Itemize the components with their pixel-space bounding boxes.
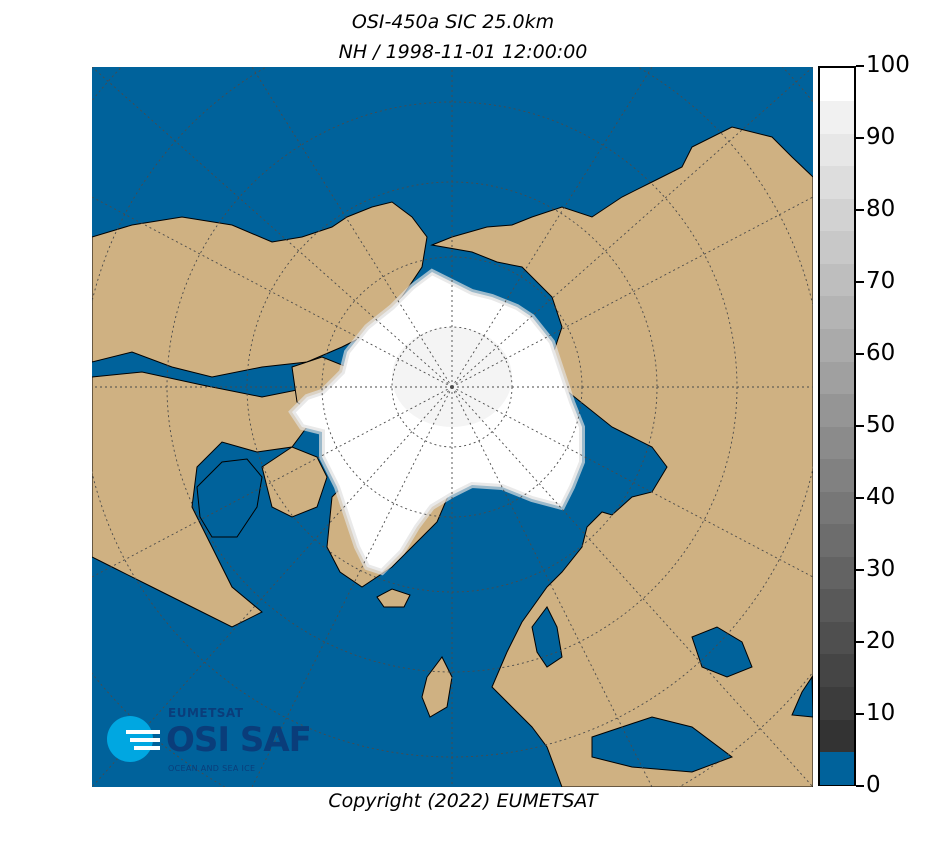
colorbar-tick-mark	[856, 353, 864, 355]
colorbar-tick-mark	[856, 713, 864, 715]
colorbar-tick-mark	[856, 569, 864, 571]
colorbar-segment	[820, 751, 854, 785]
water-hudson-bay	[196, 458, 263, 538]
colorbar-segment	[820, 491, 854, 525]
water-mediterranean	[591, 716, 734, 773]
colorbar-segment	[820, 328, 854, 362]
water-baltic	[531, 606, 563, 668]
colorbar-segment	[820, 100, 854, 134]
colorbar-segment	[820, 621, 854, 655]
colorbar-segment	[820, 165, 854, 199]
colorbar-tick-mark	[856, 65, 864, 67]
colorbar-segment	[820, 360, 854, 395]
colorbar-segment	[820, 393, 854, 427]
osisaf-logo: EUMETSAT OSI SAF OCEAN AND SEA ICE	[106, 706, 316, 776]
colorbar-segment	[820, 556, 854, 590]
colorbar-tick-label: 10	[866, 700, 896, 726]
colorbar-tick-label: 70	[866, 268, 896, 294]
colorbar-tick-label: 50	[866, 412, 896, 438]
colorbar-segment	[820, 230, 854, 264]
colorbar-tick-mark	[856, 641, 864, 643]
colorbar-tick-label: 80	[866, 196, 896, 222]
land-baffin-island	[261, 446, 328, 518]
colorbar-segment	[820, 523, 854, 557]
colorbar	[818, 66, 856, 786]
land-north-america	[92, 371, 333, 628]
copyright-text: Copyright (2022) EUMETSAT	[328, 790, 598, 812]
osisaf-globe-icon	[107, 716, 160, 762]
colorbar-segment	[820, 686, 854, 720]
logo-name-text: OSI SAF	[166, 720, 312, 760]
colorbar-segment	[820, 295, 854, 329]
colorbar-tick-mark	[856, 281, 864, 283]
map-title: OSI-450a SIC 25.0km	[351, 11, 555, 33]
colorbar-segment	[820, 198, 854, 232]
colorbar-tick-label: 20	[866, 628, 896, 654]
colorbar-tick-mark	[856, 425, 864, 427]
colorbar-segment	[820, 653, 854, 687]
colorbar-segment	[820, 133, 854, 167]
land-alaska-siberia	[92, 201, 428, 378]
colorbar-segment	[820, 718, 854, 753]
colorbar-segment	[820, 68, 854, 102]
map-subtitle: NH / 1998-11-01 12:00:00	[338, 41, 588, 63]
colorbar-tick-label: 100	[866, 52, 910, 78]
polar-stereographic-map-svg	[92, 67, 813, 787]
colorbar-tick-mark	[856, 497, 864, 499]
colorbar-tick-label: 90	[866, 124, 896, 150]
colorbar-tick-mark	[856, 209, 864, 211]
land-iceland	[376, 588, 411, 608]
logo-tagline-text: OCEAN AND SEA ICE	[168, 764, 256, 773]
colorbar-segment	[820, 426, 854, 460]
colorbar-tick-label: 0	[866, 772, 881, 798]
graticule	[92, 67, 813, 787]
colorbar-segment	[820, 588, 854, 622]
sea-ice-concentration-map	[92, 67, 813, 787]
logo-org-text: EUMETSAT	[168, 706, 244, 720]
colorbar-tick-label: 40	[866, 484, 896, 510]
water-black-sea	[691, 626, 753, 678]
colorbar-tick-mark	[856, 137, 864, 139]
colorbar-tick-mark	[856, 785, 864, 787]
water-caspian	[791, 675, 813, 718]
colorbar-segment	[820, 458, 854, 492]
colorbar-segment	[820, 263, 854, 297]
colorbar-tick-label: 30	[866, 556, 896, 582]
colorbar-tick-label: 60	[866, 340, 896, 366]
